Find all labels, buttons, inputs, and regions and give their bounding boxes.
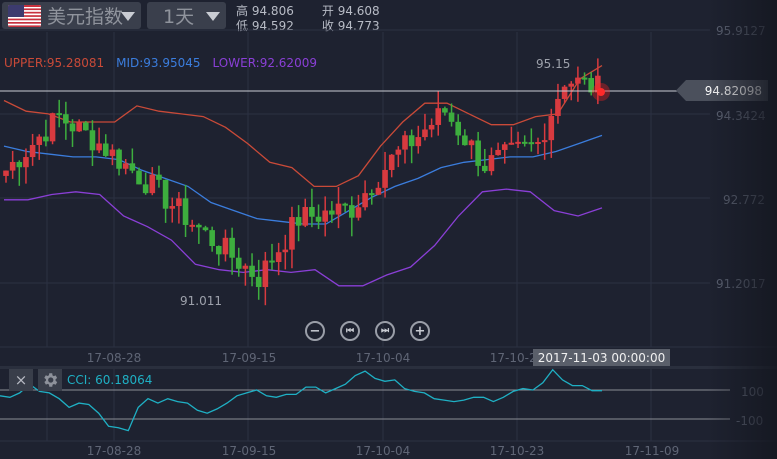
zoom-out-button[interactable]: − — [305, 321, 325, 341]
y-tick: 92.772 — [723, 193, 765, 207]
crosshair-date-tooltip: 2017-11-03 00:00:00 — [533, 349, 670, 366]
chevron-down-icon — [121, 12, 135, 21]
x-tick: 17-08-28 — [86, 351, 142, 365]
legend-upper: UPPER:95.28081 — [4, 56, 105, 70]
bollinger-legend: UPPER:95.28081 MID:93.95045 LOWER:92.620… — [4, 56, 317, 70]
open-value: 94.608 — [337, 4, 380, 18]
low-annotation: 91.011 — [180, 294, 222, 308]
current-price-tag: 94.82098 — [676, 80, 768, 101]
previous-button[interactable]: ⏮ — [340, 321, 360, 341]
close-icon: × — [14, 371, 28, 389]
y-tick: 95.9127 — [716, 24, 766, 38]
x-tick: 17-09-15 — [221, 444, 277, 458]
y-tick: 94.3424 — [716, 109, 766, 123]
zoom-in-button[interactable]: + — [410, 321, 430, 341]
x-tick: 17-10-23 — [489, 351, 545, 365]
high-annotation: 95.15 — [536, 57, 571, 71]
skip-back-icon: ⏮ — [345, 326, 355, 336]
next-button[interactable]: ⏭ — [375, 321, 395, 341]
instrument-label: 美元指数 — [47, 6, 124, 28]
x-tick: 17-09-15 — [221, 351, 277, 365]
gear-icon — [44, 373, 58, 387]
skip-forward-icon: ⏭ — [380, 326, 390, 336]
top-bar: 美元指数 1天 高 94.806 开 94.608 低 94.592 收 94.… — [0, 0, 777, 33]
plus-icon: + — [414, 323, 426, 339]
period-label: 1天 — [163, 6, 195, 28]
legend-lower: LOWER:92.62009 — [212, 56, 317, 70]
x-tick: 17-10-04 — [355, 444, 411, 458]
x-tick: 17-10-23 — [489, 444, 545, 458]
instrument-select[interactable]: 美元指数 — [2, 2, 141, 29]
y-tick: 91.2017 — [716, 277, 766, 291]
chevron-down-icon — [206, 12, 220, 21]
legend-mid: MID:93.95045 — [116, 56, 201, 70]
us-flag-icon — [8, 4, 41, 27]
high-label: 高 — [236, 4, 249, 18]
indicator-settings-button[interactable] — [38, 369, 62, 391]
cci-label: CCI: 60.18064 — [67, 373, 153, 387]
x-tick: 17-10-04 — [355, 351, 411, 365]
x-tick: 17-11-09 — [624, 444, 680, 458]
cci-level-minus-100: -100 — [736, 414, 764, 428]
cci-level-100: 100 — [741, 385, 764, 399]
minus-icon: − — [309, 323, 321, 339]
period-select[interactable]: 1天 — [147, 2, 226, 29]
close-indicator-button[interactable]: × — [9, 369, 33, 391]
high-value: 94.806 — [251, 4, 294, 18]
x-tick: 17-08-28 — [86, 444, 142, 458]
open-label: 开 — [321, 4, 334, 18]
